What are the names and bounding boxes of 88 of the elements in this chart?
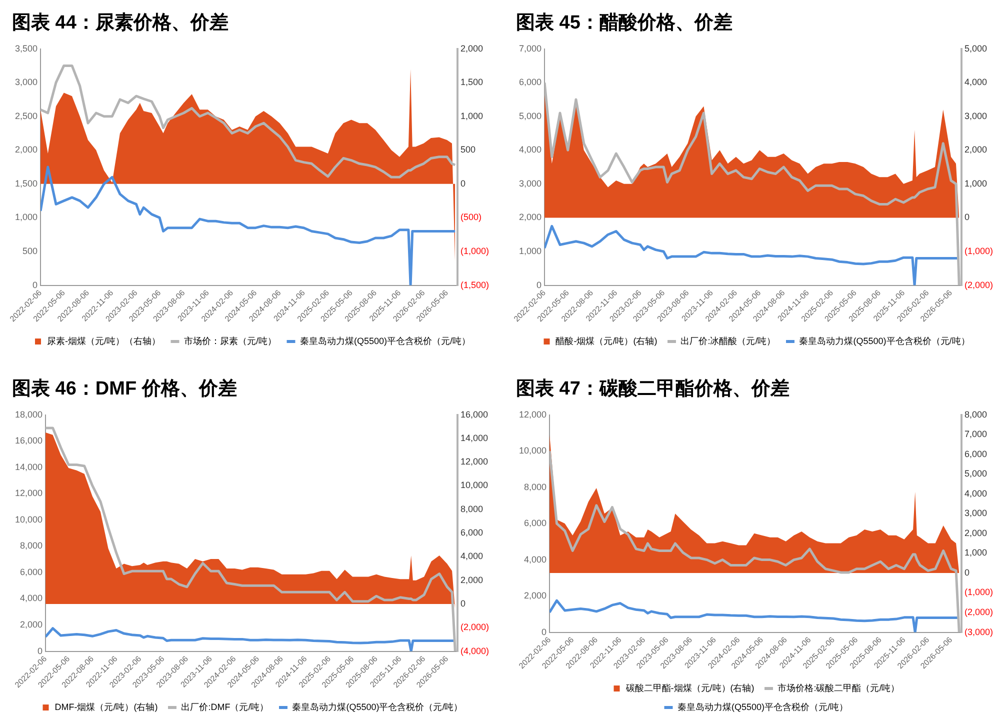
chart-title: 图表 44：尿素价格、价差 xyxy=(12,12,228,34)
legend-label: 出厂价:DMF（元/吨） xyxy=(181,702,269,712)
y-tick-label: 5,000 xyxy=(518,110,542,121)
y2-tick-label: 3,000 xyxy=(964,110,988,121)
legend-label: 秦皇岛动力煤(Q5500)平仓含税价（元/吨） xyxy=(799,336,970,346)
y2-tick-label: 2,000 xyxy=(460,43,484,54)
y2-tick-label: 5,000 xyxy=(964,43,988,54)
y2-tick-label: 8,000 xyxy=(964,409,988,420)
y2-tick-label: 10,000 xyxy=(460,480,488,490)
y-tick-label: 4,000 xyxy=(524,554,547,564)
y2-tick-label: (1,500) xyxy=(460,280,490,290)
legend-label: 出厂价:冰醋酸（元/吨） xyxy=(680,336,776,346)
y2-tick-label: (3,000) xyxy=(964,626,994,637)
y-tick-label: 6,000 xyxy=(524,518,547,528)
legend-label: DMF-烟煤（元/吨）(右轴) xyxy=(54,702,158,712)
y2-tick-label: (2,000) xyxy=(964,606,994,617)
y-tick-label: 1,000 xyxy=(14,212,38,222)
legend-label: 尿素-烟煤（元/吨）（右轴） xyxy=(46,336,160,346)
y2-tick-label: 0 xyxy=(964,212,970,222)
y2-tick-label: (1,000) xyxy=(964,246,994,256)
y2-tick-label: 12,000 xyxy=(460,456,488,467)
chart-title: 图表 47：碳酸二甲酯价格、价差 xyxy=(516,378,790,400)
y-tick-label: 1,000 xyxy=(518,246,542,256)
y2-tick-label: 0 xyxy=(964,567,970,578)
y-tick-label: 2,000 xyxy=(14,144,38,155)
legend-label: 市场价格:碳酸二甲酯（元/吨） xyxy=(778,682,900,693)
y-tick-label: 10,000 xyxy=(518,446,547,456)
y-tick-label: 0 xyxy=(32,280,38,290)
y2-tick-label: 0 xyxy=(460,178,466,188)
legend-label: 秦皇岛动力煤(Q5500)平仓含税价（元/吨） xyxy=(677,702,848,712)
y2-tick-label: (1,000) xyxy=(964,587,994,598)
y2-tick-label: 1,500 xyxy=(460,77,484,88)
y-tick-label: 12,000 xyxy=(518,409,547,420)
y2-tick-label: (2,000) xyxy=(460,622,490,632)
y-tick-label: 8,000 xyxy=(20,540,43,551)
y-tick-label: 3,500 xyxy=(14,43,38,54)
y-tick-label: 3,000 xyxy=(14,77,38,88)
y2-tick-label: (4,000) xyxy=(460,646,490,656)
chart-title: 图表 45：醋酸价格、价差 xyxy=(516,12,732,34)
y-tick-label: 18,000 xyxy=(14,409,43,420)
y-tick-label: 2,000 xyxy=(20,619,43,630)
y-tick-label: 12,000 xyxy=(14,488,43,498)
y2-tick-label: 1,000 xyxy=(964,548,988,558)
y-tick-label: 16,000 xyxy=(14,436,43,446)
y-tick-label: 6,000 xyxy=(518,77,542,88)
y-tick-label: 8,000 xyxy=(524,482,547,492)
y-tick-label: 0 xyxy=(536,280,542,290)
y2-tick-label: 6,000 xyxy=(964,448,988,459)
y-tick-label: 6,000 xyxy=(20,566,43,577)
y2-tick-label: 14,000 xyxy=(460,432,488,443)
y2-tick-label: 2,000 xyxy=(964,528,988,538)
y2-tick-label: 1,000 xyxy=(460,110,484,121)
y2-tick-label: 4,000 xyxy=(460,551,484,562)
y2-tick-label: 7,000 xyxy=(964,429,988,440)
y-tick-label: 7,000 xyxy=(518,43,542,54)
y-tick-label: 0 xyxy=(542,626,547,637)
y2-tick-label: 1,000 xyxy=(964,178,988,188)
y2-tick-label: 4,000 xyxy=(964,77,988,88)
y-tick-label: 500 xyxy=(22,246,38,256)
y2-tick-label: 8,000 xyxy=(460,504,484,514)
y-tick-label: 3,000 xyxy=(518,178,542,188)
chart-title: 图表 46：DMF 价格、价差 xyxy=(12,378,237,400)
y2-tick-label: (2,000) xyxy=(964,280,994,290)
y-tick-label: 0 xyxy=(38,646,43,656)
y-tick-label: 1,500 xyxy=(14,178,38,188)
y-tick-label: 2,000 xyxy=(518,212,542,222)
legend-label: 秦皇岛动力煤(Q5500)平仓含税价（元/吨） xyxy=(292,702,463,712)
legend-label: 市场价：尿素（元/吨） xyxy=(184,336,277,346)
legend-label: 碳酸二甲酯-烟煤（元/吨）(右轴) xyxy=(624,682,754,693)
y2-tick-label: 6,000 xyxy=(460,528,484,538)
y-tick-label: 2,500 xyxy=(14,110,38,121)
y2-tick-label: 500 xyxy=(460,144,476,155)
y2-tick-label: 4,000 xyxy=(964,488,988,498)
legend-label: 秦皇岛动力煤(Q5500)平仓含税价（元/吨） xyxy=(300,336,471,346)
y-tick-label: 2,000 xyxy=(524,590,547,601)
y-tick-label: 4,000 xyxy=(20,593,43,604)
y-tick-label: 4,000 xyxy=(518,144,542,155)
y-tick-label: 14,000 xyxy=(14,462,43,472)
y-tick-label: 10,000 xyxy=(14,514,43,524)
y2-tick-label: (500) xyxy=(460,212,482,222)
y2-tick-label: 2,000 xyxy=(460,574,484,585)
legend-label: 醋酸-烟煤（元/吨）(右轴) xyxy=(556,336,658,346)
y2-tick-label: 0 xyxy=(460,598,466,608)
y2-tick-label: 3,000 xyxy=(964,508,988,518)
y2-tick-label: (1,000) xyxy=(460,246,490,256)
y2-tick-label: 2,000 xyxy=(964,144,988,155)
y2-tick-label: 16,000 xyxy=(460,409,488,420)
y2-tick-label: 5,000 xyxy=(964,468,988,479)
